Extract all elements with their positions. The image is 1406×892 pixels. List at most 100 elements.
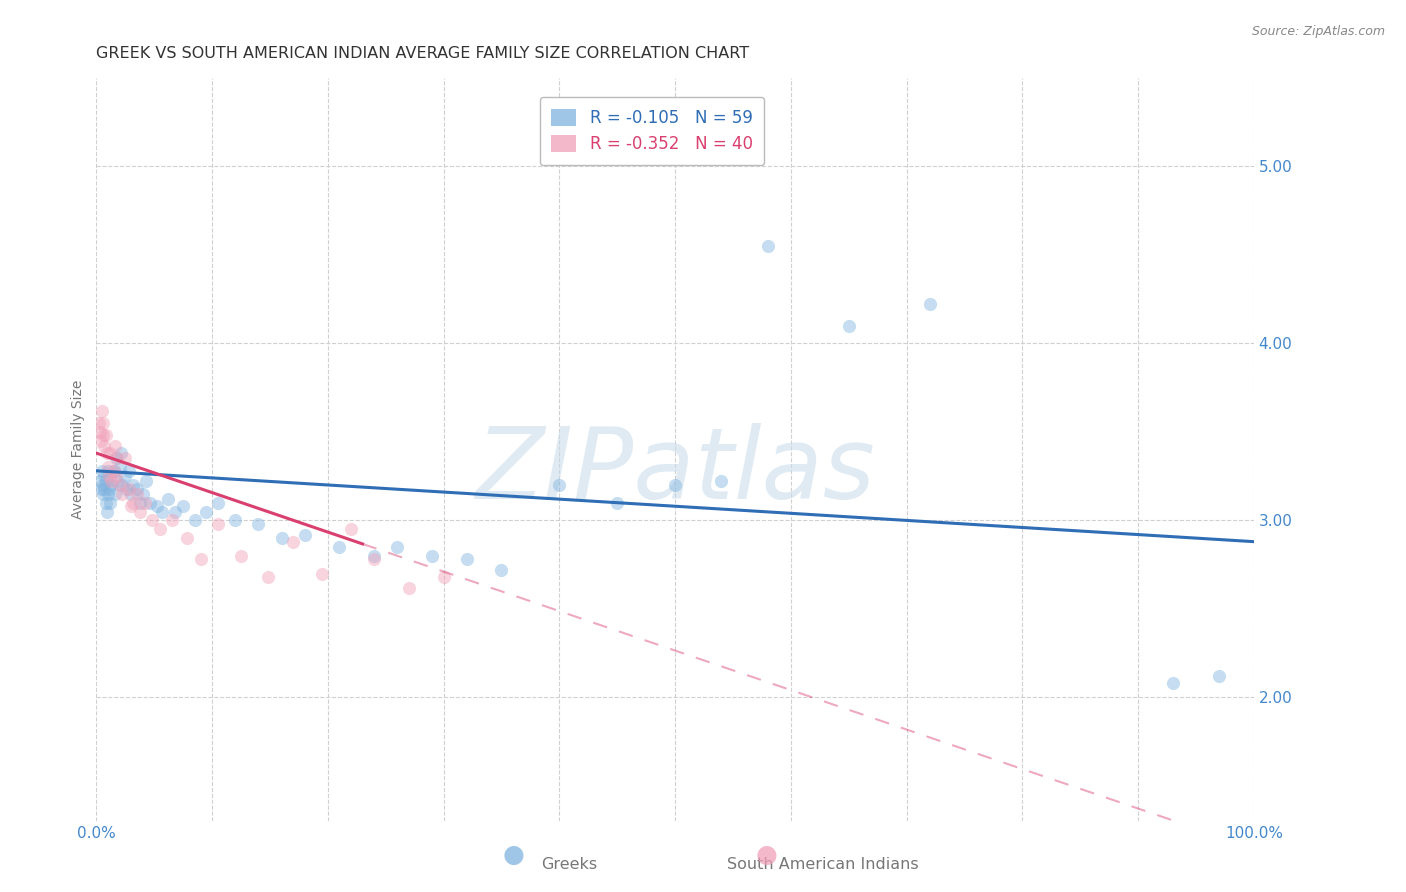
Point [247,516,270,531]
Point [97,464,120,478]
Point [91,403,114,417]
Point [363,552,385,566]
Point [89,475,111,489]
Point [118,482,141,496]
Point [98,446,121,460]
Point [96,504,118,518]
Point [97,460,120,475]
Point [138,496,160,510]
Point [91,464,114,478]
Point [120,500,142,514]
Text: Greeks: Greeks [541,857,598,872]
Point [184,513,207,527]
Point [105,451,128,466]
Point [224,513,246,527]
Point [172,500,194,514]
Point [149,522,172,536]
Text: ●: ● [502,843,524,867]
Point [398,581,420,595]
Point [103,464,125,478]
Point [710,475,733,489]
Point [100,475,122,489]
Point [91,428,114,442]
Point [90,434,112,448]
Point [363,549,385,563]
Point [122,496,145,510]
Point [256,570,278,584]
Point [918,297,941,311]
Point [340,522,363,536]
Point [118,464,141,478]
Point [311,566,333,581]
Point [606,496,628,510]
Point [104,439,127,453]
Point [145,500,167,514]
Point [97,487,120,501]
Point [87,416,110,430]
Point [91,487,114,501]
Point [100,478,122,492]
Point [93,482,115,496]
Point [190,552,212,566]
Point [165,504,187,518]
Point [229,549,252,563]
Point [91,478,114,492]
Point [387,540,409,554]
Point [114,451,136,466]
Point [94,496,117,510]
Point [114,469,136,483]
Point [1208,669,1230,683]
Point [176,531,198,545]
Text: ZIPatlas: ZIPatlas [475,424,875,520]
Point [94,475,117,489]
Point [111,487,134,501]
Legend: R = -0.105   N = 59, R = -0.352   N = 40: R = -0.105 N = 59, R = -0.352 N = 40 [540,97,765,165]
Point [89,425,111,439]
Point [93,469,115,483]
Point [129,496,152,510]
Point [108,478,131,492]
Point [91,416,114,430]
Point [160,513,183,527]
Point [111,478,134,492]
Point [98,469,121,483]
Text: Source: ZipAtlas.com: Source: ZipAtlas.com [1251,25,1385,38]
Point [122,478,145,492]
Point [134,496,156,510]
Point [93,439,115,453]
Point [456,552,478,566]
Point [129,504,152,518]
Text: ●: ● [755,843,778,867]
Point [838,318,860,333]
Point [125,487,148,501]
Point [98,496,121,510]
Point [94,428,117,442]
Y-axis label: Average Family Size: Average Family Size [72,380,86,519]
Point [664,478,686,492]
Point [125,482,148,496]
Point [103,464,125,478]
Point [131,487,153,501]
Point [281,534,304,549]
Point [491,563,513,577]
Point [1161,676,1184,690]
Point [157,492,180,507]
Point [135,475,157,489]
Point [294,527,316,541]
Point [548,478,571,492]
Point [756,239,779,253]
Point [98,482,121,496]
Point [105,469,128,483]
Point [90,482,112,496]
Point [105,475,128,489]
Point [108,460,131,475]
Point [207,496,229,510]
Point [150,504,173,518]
Text: South American Indians: South American Indians [727,857,918,872]
Point [270,531,292,545]
Point [195,504,218,518]
Point [328,540,350,554]
Point [120,487,142,501]
Point [433,570,456,584]
Point [420,549,443,563]
